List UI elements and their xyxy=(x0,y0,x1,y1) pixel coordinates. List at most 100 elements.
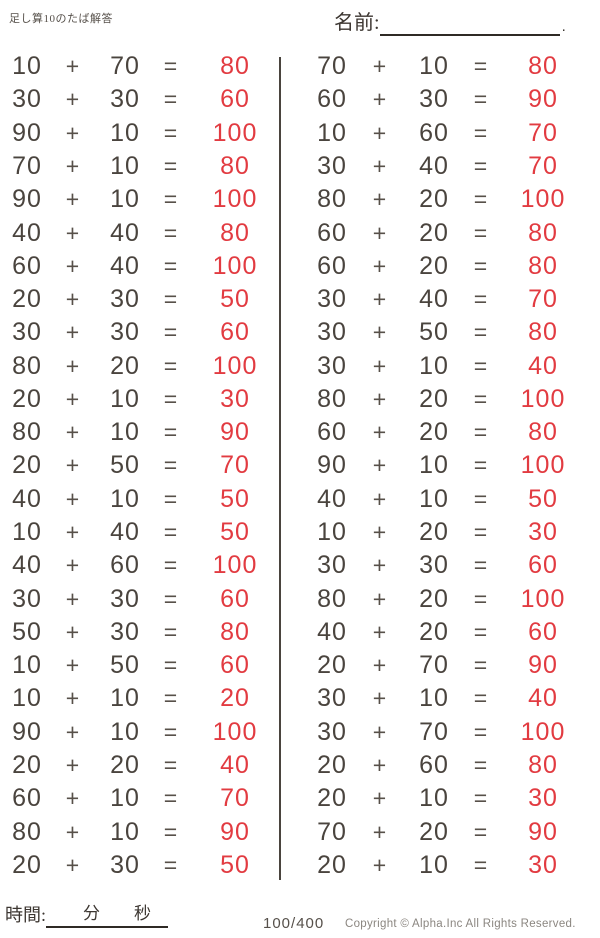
operand-b: 10 xyxy=(110,717,140,746)
problem-row: 40 +20 = 60 xyxy=(281,616,600,649)
answer-value: 80 xyxy=(528,52,558,81)
equals-sign: = xyxy=(473,652,489,679)
operand-b: 10 xyxy=(110,684,140,713)
answer-value: 30 xyxy=(528,518,558,547)
problem-row: 30 +10 = 40 xyxy=(281,682,600,715)
problem-row: 30 +30 = 60 xyxy=(281,549,600,582)
equals-sign: = xyxy=(163,685,179,712)
plus-sign: + xyxy=(65,286,81,313)
plus-sign: + xyxy=(65,718,81,745)
operand-a: 40 xyxy=(12,218,42,247)
operand-a: 30 xyxy=(12,85,42,114)
equals-sign: = xyxy=(163,385,179,412)
operand-b: 10 xyxy=(419,850,449,879)
operand-a: 30 xyxy=(12,584,42,613)
problem-row: 80 +20 = 100 xyxy=(281,582,600,615)
equals-sign: = xyxy=(473,851,489,878)
operand-b: 10 xyxy=(419,684,449,713)
problem-row: 80 +10 = 90 xyxy=(0,416,279,449)
operand-b: 60 xyxy=(419,751,449,780)
answer-value: 50 xyxy=(220,484,250,513)
operand-b: 20 xyxy=(419,418,449,447)
equals-sign: = xyxy=(163,419,179,446)
problem-row: 90 +10 = 100 xyxy=(0,183,279,216)
equals-sign: = xyxy=(163,286,179,313)
equals-sign: = xyxy=(473,419,489,446)
problem-row: 60 +20 = 80 xyxy=(281,416,600,449)
answer-value: 70 xyxy=(528,118,558,147)
operand-a: 10 xyxy=(12,684,42,713)
plus-sign: + xyxy=(372,652,388,679)
answer-value: 60 xyxy=(220,651,250,680)
equals-sign: = xyxy=(163,519,179,546)
answer-value: 90 xyxy=(220,418,250,447)
operand-a: 30 xyxy=(12,318,42,347)
operand-a: 70 xyxy=(317,817,347,846)
equals-sign: = xyxy=(163,452,179,479)
operand-b: 10 xyxy=(110,118,140,147)
operand-a: 80 xyxy=(317,584,347,613)
equals-sign: = xyxy=(473,252,489,279)
plus-sign: + xyxy=(65,818,81,845)
problem-row: 70 +20 = 90 xyxy=(281,815,600,848)
operand-a: 60 xyxy=(317,218,347,247)
plus-sign: + xyxy=(372,685,388,712)
plus-sign: + xyxy=(372,419,388,446)
problem-row: 80 +20 = 100 xyxy=(0,350,279,383)
operand-a: 30 xyxy=(317,151,347,180)
plus-sign: + xyxy=(65,652,81,679)
answer-value: 100 xyxy=(212,551,258,580)
answer-value: 100 xyxy=(520,185,566,214)
plus-sign: + xyxy=(65,752,81,779)
equals-sign: = xyxy=(163,119,179,146)
plus-sign: + xyxy=(372,851,388,878)
operand-b: 10 xyxy=(110,151,140,180)
equals-sign: = xyxy=(473,86,489,113)
operand-a: 40 xyxy=(12,484,42,513)
operand-b: 60 xyxy=(419,118,449,147)
operand-a: 80 xyxy=(12,418,42,447)
problem-row: 10 +70 = 80 xyxy=(0,50,279,83)
operand-b: 20 xyxy=(419,817,449,846)
answer-value: 90 xyxy=(528,817,558,846)
operand-a: 60 xyxy=(317,251,347,280)
operand-b: 20 xyxy=(419,584,449,613)
operand-b: 30 xyxy=(110,584,140,613)
problem-row: 10 +40 = 50 xyxy=(0,516,279,549)
answer-value: 70 xyxy=(220,784,250,813)
operand-a: 90 xyxy=(12,717,42,746)
operand-b: 10 xyxy=(419,784,449,813)
plus-sign: + xyxy=(372,485,388,512)
operand-a: 70 xyxy=(317,52,347,81)
operand-a: 20 xyxy=(12,751,42,780)
operand-b: 10 xyxy=(419,351,449,380)
plus-sign: + xyxy=(65,86,81,113)
answer-value: 90 xyxy=(528,651,558,680)
operand-a: 20 xyxy=(317,751,347,780)
operand-a: 20 xyxy=(317,651,347,680)
answer-value: 80 xyxy=(220,151,250,180)
equals-sign: = xyxy=(473,186,489,213)
problem-row: 40 +10 = 50 xyxy=(281,483,600,516)
operand-b: 40 xyxy=(419,151,449,180)
answer-value: 100 xyxy=(212,717,258,746)
problem-row: 30 +10 = 40 xyxy=(281,350,600,383)
operand-b: 30 xyxy=(110,850,140,879)
problem-row: 60 +10 = 70 xyxy=(0,782,279,815)
plus-sign: + xyxy=(372,552,388,579)
worksheet-title: 足し算10のたば解答 xyxy=(9,13,113,25)
operand-b: 20 xyxy=(419,617,449,646)
operand-a: 80 xyxy=(317,185,347,214)
operand-a: 90 xyxy=(12,185,42,214)
answer-value: 40 xyxy=(528,351,558,380)
equals-sign: = xyxy=(163,219,179,246)
operand-b: 50 xyxy=(419,318,449,347)
answer-value: 100 xyxy=(212,251,258,280)
operand-b: 70 xyxy=(110,52,140,81)
operand-a: 60 xyxy=(317,85,347,114)
equals-sign: = xyxy=(163,552,179,579)
plus-sign: + xyxy=(65,53,81,80)
problem-row: 20 +50 = 70 xyxy=(0,449,279,482)
answer-value: 50 xyxy=(220,518,250,547)
plus-sign: + xyxy=(372,452,388,479)
